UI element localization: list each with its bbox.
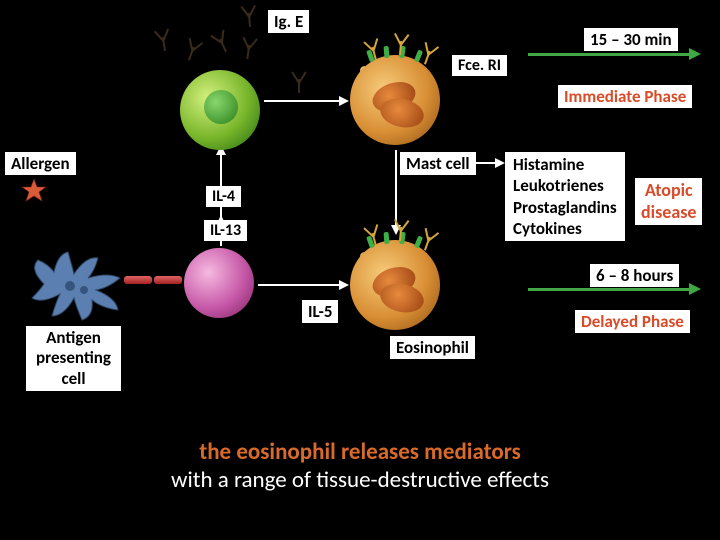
caption-line1: the eosinophil releases mediators	[199, 438, 521, 466]
il4-label: IL-4	[206, 186, 241, 207]
ige-label: Ig. E	[268, 10, 309, 33]
antigen-presenting-cell	[24, 244, 134, 324]
eosinophil-cell	[350, 240, 440, 330]
th2-cell	[184, 248, 254, 318]
ige-antibody-icon	[150, 24, 176, 53]
tcr-bar-icon	[154, 276, 182, 284]
tcr-bar-icon	[124, 276, 152, 284]
ige-antibody-icon	[206, 25, 237, 58]
phase-delayed-label: Delayed Phase	[575, 310, 690, 333]
mediators-list: HistamineLeukotrienesProstaglandinsCytok…	[505, 152, 625, 241]
timeline-arrow-delayed	[528, 288, 690, 291]
timeline-arrow-immediate	[528, 53, 690, 56]
ige-antibody-icon	[359, 220, 387, 251]
ige-antibody-icon	[389, 215, 413, 243]
caption-line2: with a range of tissue-destructive effec…	[171, 466, 549, 494]
time-immediate-label: 15 – 30 min	[584, 28, 678, 51]
phase-immediate-label: Immediate Phase	[558, 85, 692, 108]
ige-antibody-icon	[178, 33, 208, 65]
apc-label: Antigenpresentingcell	[26, 326, 121, 391]
ige-antibody-icon	[389, 29, 413, 57]
time-delayed-label: 6 – 8 hours	[590, 264, 679, 287]
flow-arrow	[258, 284, 340, 286]
il5-label: IL-5	[302, 300, 338, 323]
b-cell	[180, 70, 260, 150]
atopic-disease-label: Atopicdisease	[635, 178, 702, 225]
allergen-label: Allergen	[5, 152, 76, 175]
caption-box: the eosinophil releases mediators with a…	[25, 412, 695, 520]
il13-label: IL-13	[204, 220, 247, 241]
allergen-icon	[20, 178, 48, 206]
flow-arrow	[264, 100, 340, 102]
mast-cell-label: Mast cell	[400, 152, 476, 175]
ige-antibody-icon	[288, 68, 310, 94]
mast-cell	[350, 55, 440, 145]
eosinophil-label: Eosinophil	[390, 336, 475, 359]
ige-antibody-icon	[236, 33, 261, 62]
ige-antibody-icon	[359, 34, 387, 65]
ige-antibody-icon	[237, 1, 261, 29]
fceri-label: Fce. RI	[452, 55, 507, 76]
